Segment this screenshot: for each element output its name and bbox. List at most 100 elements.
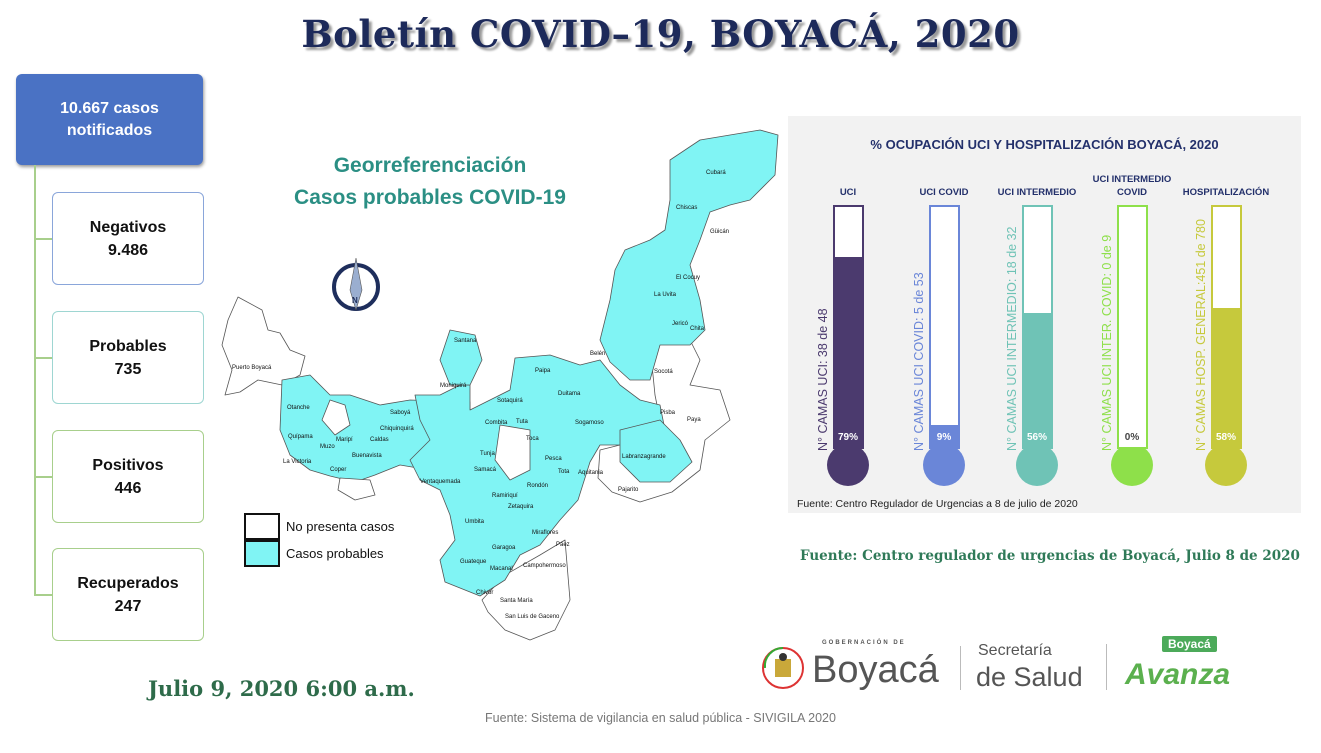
stat-box-probables: Probables 735	[52, 311, 204, 404]
municipality-label: Muzo	[320, 444, 335, 450]
region-no-cases	[337, 477, 376, 501]
region-probable	[409, 354, 666, 597]
gauge-title: UCI INTERMEDIO COVID	[1092, 174, 1172, 198]
municipality-label: La Uvita	[654, 292, 677, 298]
municipality-label: Maripí	[336, 437, 353, 443]
thermometer-fill	[931, 425, 958, 447]
stat-label: Recuperados	[77, 574, 179, 592]
thermometer-fill	[835, 257, 862, 447]
region-probable	[619, 419, 693, 483]
municipality-label: Chivor	[476, 590, 493, 596]
municipality-label: Puerto Boyacá	[232, 365, 272, 371]
municipality-label: Aquitania	[578, 470, 604, 476]
thermometer-tube	[1022, 205, 1053, 449]
municipality-label: Socotá	[654, 369, 673, 375]
municipality-label: Buenavista	[352, 453, 382, 459]
stat-box-positivos: Positivos 446	[52, 430, 204, 523]
compass-icon: N	[332, 257, 380, 312]
municipality-label: Garagoa	[492, 545, 516, 551]
region-no-cases	[481, 539, 571, 641]
gauge-caption: N° CAMAS UCI COVID: 5 de 53	[912, 272, 926, 451]
logos: GOBERNACIÓN DE Boyacá Secretaría de Salu…	[760, 636, 1240, 696]
thermometer-fill	[1213, 307, 1240, 447]
municipality-label: Belén	[590, 351, 605, 357]
municipality-label: Coper	[330, 467, 346, 473]
municipality-label: Umbita	[465, 519, 485, 525]
gauge-percent: 9%	[936, 432, 952, 443]
logo-secretaria: Secretaría	[978, 642, 1052, 659]
source-note: Fuente: Centro regulador de urgencias de…	[800, 548, 1300, 564]
municipality-label: Santa María	[500, 598, 533, 604]
gauge-title: UCI	[839, 187, 857, 198]
map-subtitle: Casos probables COVID-19	[294, 186, 566, 209]
gauge-percent: 0%	[1124, 432, 1140, 443]
tree-connector	[34, 165, 36, 595]
municipality-label: Pesca	[545, 456, 562, 462]
municipality-label: Samacá	[474, 467, 497, 473]
total-cases-box: 10.667 casos notificados	[16, 74, 203, 165]
stat-value: 247	[114, 597, 142, 615]
logo-gob-big: Boyacá	[812, 649, 939, 691]
municipality-label: Ventaquemada	[420, 479, 461, 485]
municipality-label: Paipa	[535, 368, 551, 374]
gauge-title: UCI INTERMEDIO	[997, 187, 1077, 198]
municipality-label: El Cocuy	[676, 275, 700, 281]
occupancy-source: Fuente: Centro Regulador de Urgencias a …	[797, 498, 1078, 510]
stat-value: 735	[114, 360, 142, 378]
thermometer-tube	[833, 205, 864, 449]
thermometer-bulb	[1016, 444, 1058, 486]
tree-branch	[34, 476, 52, 478]
gauge-caption: N° CAMAS HOSP. GENERAL:451 de 780	[1194, 219, 1208, 451]
stat-label: Positivos	[92, 456, 164, 474]
thermometer-bulb	[1111, 444, 1153, 486]
footer-source: Fuente: Sistema de vigilancia en salud p…	[485, 711, 836, 725]
divider	[1106, 644, 1107, 690]
gauge-percent: 79%	[837, 432, 858, 443]
municipality-label: Cubará	[706, 170, 726, 176]
municipality-label: Caldas	[370, 437, 389, 443]
municipality-label: Páez	[556, 542, 570, 548]
municipality-label: Zetaquira	[508, 504, 534, 510]
stat-box-negativos: Negativos 9.486	[52, 192, 204, 285]
municipality-label: Otanche	[287, 405, 310, 411]
legend-label: No presenta casos	[286, 519, 395, 534]
gauge-percent: 58%	[1215, 432, 1236, 443]
municipality-label: Macanal	[490, 566, 513, 572]
svg-text:N: N	[352, 296, 358, 305]
municipality-label: Quípama	[288, 434, 313, 440]
occupancy-title: % OCUPACIÓN UCI Y HOSPITALIZACIÓN BOYACÁ…	[870, 137, 1219, 152]
municipality-label: Rondón	[527, 483, 548, 489]
municipality-label: Chiscas	[676, 205, 697, 211]
municipality-label: San Luis de Gaceno	[505, 614, 560, 620]
thermometer-bulb	[1205, 444, 1247, 486]
divider	[960, 646, 961, 690]
municipality-label: Pajarito	[618, 487, 639, 493]
municipality-label: Santana	[454, 338, 477, 344]
region-probable	[439, 329, 483, 386]
thermometer-fill	[1024, 312, 1051, 447]
legend-swatch	[244, 540, 280, 567]
region-no-cases	[494, 424, 531, 481]
thermometer-tube	[1211, 205, 1242, 449]
municipality-label: Jericó	[672, 321, 689, 327]
map-title: Georreferenciación	[333, 154, 527, 177]
municipality-label: Paya	[687, 417, 701, 423]
municipality-label: Labranzagrande	[622, 454, 666, 460]
municipality-label: Pisba	[660, 410, 676, 416]
municipality-label: Moniquirá	[440, 383, 467, 389]
municipality-label: Chiquinquirá	[380, 426, 414, 432]
municipality-label: Tota	[558, 469, 570, 475]
report-date: Julio 9, 2020 6:00 a.m.	[148, 676, 415, 701]
occupancy-panel: % OCUPACIÓN UCI Y HOSPITALIZACIÓN BOYACÁ…	[788, 116, 1301, 513]
municipality-label: La Victoria	[283, 459, 312, 465]
municipality-label: Duitama	[558, 391, 581, 397]
municipality-label: Saboyá	[390, 410, 411, 416]
municipality-label: Guateque	[460, 559, 487, 565]
municipality-label: Miraflores	[532, 530, 558, 536]
gauge-percent: 56%	[1026, 432, 1047, 443]
municipality-label: Tunja	[480, 451, 495, 457]
gauge-title: HOSPITALIZACIÓN	[1182, 187, 1270, 198]
municipality-label: Tuta	[516, 419, 528, 425]
thermometer-tube	[929, 205, 960, 449]
